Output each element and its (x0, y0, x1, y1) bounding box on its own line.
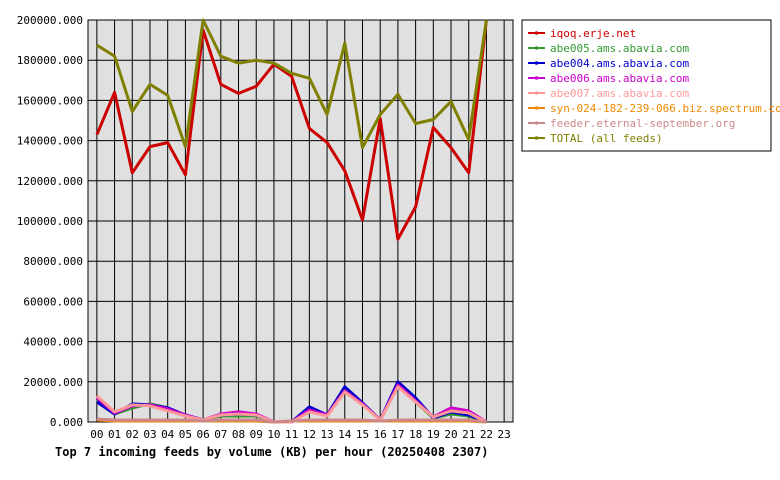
x-tick-label: 21 (462, 428, 475, 441)
y-tick-label: 0.000 (50, 416, 83, 429)
x-tick-label: 23 (498, 428, 511, 441)
x-tick-label: 19 (427, 428, 440, 441)
legend-label: syn-024-182-239-066.biz.spectrum.com (550, 102, 780, 115)
x-tick-label: 22 (480, 428, 493, 441)
x-tick-label: 14 (338, 428, 352, 441)
y-tick-label: 80000.000 (23, 255, 83, 268)
legend-marker (534, 46, 539, 50)
x-tick-label: 00 (90, 428, 103, 441)
x-tick-label: 18 (409, 428, 422, 441)
x-tick-label: 11 (285, 428, 298, 441)
legend-label: TOTAL (all feeds) (550, 132, 663, 145)
series-line-6 (96, 417, 487, 424)
x-tick-label: 10 (267, 428, 280, 441)
x-axis: 00 01 02 03 04 05 06 07 08 09 10 11 12 13 14 15 16 17 18 19… (90, 428, 511, 441)
x-tick-label: 07 (214, 428, 227, 441)
x-tick-label: 09 (250, 428, 263, 441)
legend-label: feeder.eternal-september.org (550, 117, 735, 130)
x-tick-label: 05 (179, 428, 192, 441)
x-tick-label: 02 (126, 428, 139, 441)
legend-marker (534, 61, 539, 65)
series-line-0 (95, 19, 488, 241)
legend-marker (534, 121, 539, 125)
y-tick-label: 160000.000 (17, 94, 83, 107)
legend-label: abe004.ams.abavia.com (550, 57, 689, 70)
legend-label: abe007.ams.abavia.com (550, 87, 689, 100)
series-line-7 (96, 18, 488, 150)
y-axis: 0.000 20000.000 40000.000 60000.000 80000.00… (17, 14, 83, 429)
y-tick-label: 120000.000 (17, 175, 83, 188)
legend-marker (534, 91, 539, 95)
legend: iqoq.erje.net abe005.ams.abavia.com abe004… (528, 27, 780, 145)
x-tick-label: 12 (303, 428, 316, 441)
x-tick-label: 17 (391, 428, 404, 441)
legend-box (521, 19, 772, 152)
chart-title: Top 7 incoming feeds by volume (KB) per … (55, 445, 488, 459)
legend-marker (534, 31, 539, 35)
series-group (95, 18, 488, 424)
x-tick-label: 01 (108, 428, 121, 441)
x-tick-label: 13 (320, 428, 333, 441)
x-tick-label: 03 (143, 428, 156, 441)
x-tick-label: 08 (232, 428, 245, 441)
y-tick-label: 40000.000 (23, 336, 83, 349)
y-tick-label: 180000.000 (17, 54, 83, 67)
y-tick-label: 100000.000 (17, 215, 83, 228)
legend-marker (534, 106, 539, 110)
y-tick-label: 20000.000 (23, 376, 83, 389)
x-tick-label: 20 (444, 428, 457, 441)
legend-marker (534, 136, 539, 140)
y-tick-label: 200000.000 (17, 14, 83, 27)
x-tick-label: 15 (356, 428, 369, 441)
x-tick-label: 04 (161, 428, 175, 441)
y-tick-label: 60000.000 (23, 295, 83, 308)
legend-label: abe006.ams.abavia.com (550, 72, 689, 85)
legend-label: abe005.ams.abavia.com (550, 42, 689, 55)
legend-marker (534, 76, 539, 80)
legend-label: iqoq.erje.net (550, 27, 636, 40)
x-tick-label: 06 (196, 428, 209, 441)
x-tick-label: 16 (374, 428, 387, 441)
y-tick-label: 140000.000 (17, 135, 83, 148)
